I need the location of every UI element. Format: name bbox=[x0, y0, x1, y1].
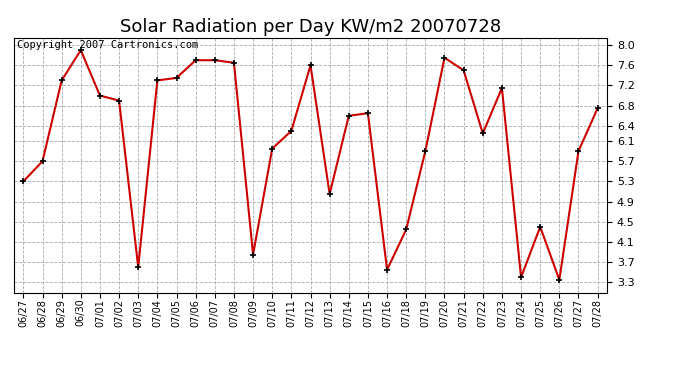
Text: Copyright 2007 Cartronics.com: Copyright 2007 Cartronics.com bbox=[17, 40, 198, 50]
Title: Solar Radiation per Day KW/m2 20070728: Solar Radiation per Day KW/m2 20070728 bbox=[120, 18, 501, 36]
